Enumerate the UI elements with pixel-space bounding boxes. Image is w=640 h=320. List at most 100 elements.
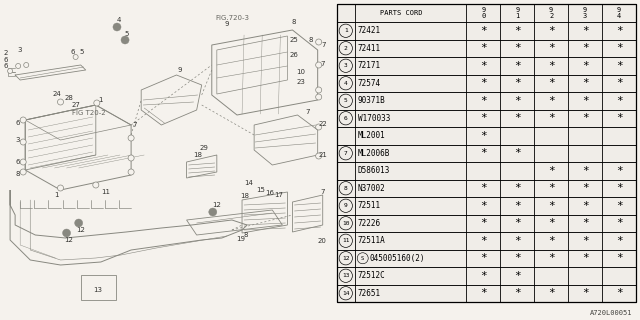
Text: 8: 8 [244,232,248,238]
Text: *: * [480,78,487,88]
Text: *: * [548,113,555,123]
Circle shape [339,252,353,265]
Text: *: * [480,131,487,141]
Text: 27: 27 [71,102,80,108]
Text: *: * [582,183,589,193]
Text: 7: 7 [321,42,326,48]
Circle shape [94,100,100,106]
Circle shape [339,234,353,247]
Text: *: * [616,78,623,88]
Text: 6: 6 [4,57,8,63]
Text: *: * [548,166,555,176]
Text: 1: 1 [344,28,348,33]
FancyBboxPatch shape [337,197,636,214]
Text: *: * [616,183,623,193]
FancyBboxPatch shape [337,75,636,92]
Text: 28: 28 [64,95,73,101]
Text: *: * [480,253,487,263]
FancyBboxPatch shape [337,232,636,250]
Circle shape [15,63,20,68]
Text: *: * [514,78,521,88]
Text: 17: 17 [274,192,283,198]
Text: 7: 7 [344,151,348,156]
Text: *: * [514,288,521,298]
Text: 72171: 72171 [358,61,381,70]
Text: 2: 2 [344,46,348,51]
Text: *: * [514,218,521,228]
Text: *: * [582,113,589,123]
Circle shape [339,42,353,55]
Circle shape [339,199,353,212]
Text: *: * [514,26,521,36]
Text: D586013: D586013 [358,166,390,175]
Text: *: * [548,26,555,36]
Text: *: * [514,148,521,158]
Text: *: * [548,218,555,228]
Text: *: * [480,96,487,106]
FancyBboxPatch shape [337,145,636,162]
Text: 9
4: 9 4 [617,7,621,19]
Text: 3: 3 [16,137,20,143]
Text: *: * [480,26,487,36]
Circle shape [24,62,29,68]
Text: 12: 12 [64,237,73,243]
Circle shape [209,208,217,216]
Circle shape [339,59,353,72]
Text: FIG T20-2: FIG T20-2 [72,110,106,116]
Text: 90371B: 90371B [358,96,385,105]
Text: *: * [480,236,487,246]
Text: 72226: 72226 [358,219,381,228]
Circle shape [339,24,353,37]
Text: 12: 12 [76,227,85,233]
Circle shape [316,39,322,45]
Text: 16: 16 [265,190,274,196]
Text: 5: 5 [79,49,84,55]
Text: 3: 3 [18,47,22,53]
Circle shape [339,269,353,282]
Text: *: * [514,236,521,246]
Text: *: * [480,183,487,193]
FancyBboxPatch shape [337,39,636,57]
FancyBboxPatch shape [337,57,636,75]
Text: 29: 29 [199,145,208,151]
Text: 15: 15 [256,187,264,193]
Text: *: * [548,183,555,193]
Text: *: * [480,43,487,53]
Text: 7: 7 [133,122,138,128]
Text: 1: 1 [54,192,59,198]
Text: 10: 10 [342,221,349,226]
Text: *: * [616,166,623,176]
Circle shape [316,62,322,68]
Text: *: * [582,218,589,228]
Text: 12: 12 [342,256,349,261]
Text: *: * [480,218,487,228]
Circle shape [339,76,353,90]
Text: *: * [548,78,555,88]
Circle shape [20,117,26,123]
Text: *: * [514,253,521,263]
Text: *: * [480,113,487,123]
Text: W170033: W170033 [358,114,390,123]
Circle shape [73,54,78,60]
Text: *: * [548,43,555,53]
Text: *: * [582,26,589,36]
Text: 4: 4 [117,17,121,23]
Circle shape [357,253,368,264]
Circle shape [339,94,353,108]
Text: *: * [582,253,589,263]
Text: *: * [514,61,521,71]
FancyBboxPatch shape [337,92,636,109]
FancyBboxPatch shape [337,180,636,197]
Text: 2: 2 [4,50,8,56]
Text: *: * [480,288,487,298]
Text: ML2006B: ML2006B [358,149,390,158]
Text: 26: 26 [289,52,298,58]
Text: 9
3: 9 3 [583,7,588,19]
Circle shape [63,229,70,237]
Text: 8: 8 [291,19,296,25]
Circle shape [339,112,353,125]
Text: *: * [582,236,589,246]
Text: 72511A: 72511A [358,236,385,245]
Text: *: * [480,271,487,281]
Text: 13: 13 [93,287,102,293]
